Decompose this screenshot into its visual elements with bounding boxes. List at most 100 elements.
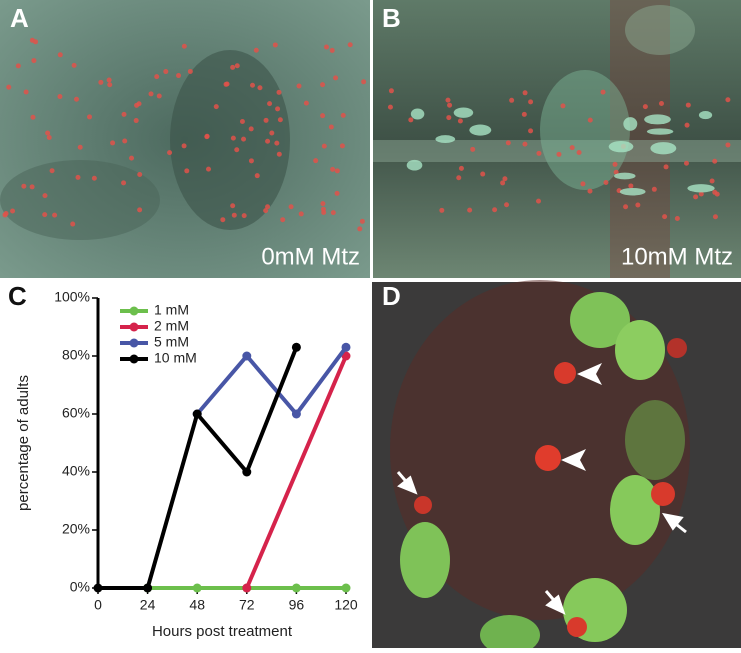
nucleus xyxy=(77,144,83,150)
nucleus xyxy=(248,126,254,132)
tissue xyxy=(540,70,630,190)
nucleus xyxy=(329,47,335,53)
nucleus xyxy=(254,173,260,179)
tissue xyxy=(170,50,290,230)
y-tick-label: 20% xyxy=(62,521,90,537)
nucleus xyxy=(265,138,271,144)
x-axis-title: Hours post treatment xyxy=(152,623,293,640)
nucleus xyxy=(3,210,9,216)
nucleus xyxy=(167,150,173,156)
legend-marker xyxy=(129,354,139,364)
x-tick-label: 120 xyxy=(334,597,358,613)
nucleus xyxy=(57,52,63,58)
nucleus xyxy=(248,158,254,164)
x-tick-label: 96 xyxy=(289,597,305,613)
point xyxy=(291,583,301,593)
nucleus xyxy=(361,79,367,85)
cell-cluster xyxy=(667,338,687,358)
legend-marker xyxy=(129,306,139,316)
nucleus xyxy=(133,118,139,124)
nucleus xyxy=(234,147,240,153)
nucleus xyxy=(121,111,127,117)
nucleus xyxy=(458,165,464,171)
cell xyxy=(619,187,646,196)
cell xyxy=(698,111,713,120)
nucleus xyxy=(712,158,718,164)
y-tick-label: 100% xyxy=(54,289,90,305)
nucleus xyxy=(580,181,586,187)
caption: 0mM Mtz xyxy=(261,243,360,270)
nucleus xyxy=(330,166,336,172)
nucleus xyxy=(528,128,534,134)
nucleus xyxy=(176,73,182,79)
nucleus xyxy=(57,94,63,100)
nucleus xyxy=(163,69,169,75)
nucleus xyxy=(275,106,281,112)
nucleus xyxy=(181,43,187,49)
nucleus xyxy=(184,168,190,174)
nucleus xyxy=(709,178,715,184)
legend-marker xyxy=(129,338,139,348)
nucleus xyxy=(674,215,680,221)
nucleus xyxy=(725,142,731,148)
series-line xyxy=(98,346,299,590)
nucleus xyxy=(241,136,247,142)
nucleus xyxy=(635,202,641,208)
y-tick-label: 80% xyxy=(62,347,90,363)
nucleus xyxy=(560,103,566,109)
nucleus xyxy=(148,91,154,97)
nucleus xyxy=(600,89,606,95)
nucleus xyxy=(230,203,236,209)
y-tick-label: 40% xyxy=(62,463,90,479)
cell xyxy=(625,400,685,480)
nucleus xyxy=(250,82,256,88)
nucleus xyxy=(480,171,486,177)
cell-cluster xyxy=(651,482,675,506)
nucleus xyxy=(181,143,187,149)
nucleus xyxy=(204,133,210,139)
nucleus xyxy=(280,217,286,223)
nucleus xyxy=(521,111,527,117)
nucleus xyxy=(21,183,27,189)
nucleus xyxy=(658,101,664,107)
nucleus xyxy=(504,202,510,208)
nucleus xyxy=(71,62,77,68)
series-line xyxy=(195,346,348,418)
nucleus xyxy=(230,135,236,141)
nucleus xyxy=(330,210,336,216)
nucleus xyxy=(323,44,329,50)
panel-label: B xyxy=(382,3,401,33)
nucleus xyxy=(75,174,81,180)
point xyxy=(341,342,351,352)
panel-label: D xyxy=(382,281,401,311)
nucleus xyxy=(42,193,48,199)
nucleus xyxy=(241,213,247,219)
nucleus xyxy=(340,112,346,118)
nucleus xyxy=(296,83,302,89)
nucleus xyxy=(502,176,508,182)
nucleus xyxy=(613,169,619,175)
cell xyxy=(469,124,492,136)
cell xyxy=(615,320,665,380)
nucleus xyxy=(505,140,511,146)
legend-label: 2 mM xyxy=(154,318,189,334)
nucleus xyxy=(388,88,394,94)
nucleus xyxy=(277,117,283,123)
nucleus xyxy=(42,212,48,218)
point xyxy=(242,351,252,361)
nucleus xyxy=(576,149,582,155)
tissue xyxy=(0,160,160,240)
nucleus xyxy=(445,97,451,103)
panel-label: A xyxy=(10,3,29,33)
nucleus xyxy=(30,114,36,120)
nucleus xyxy=(408,117,414,123)
cell xyxy=(410,108,425,120)
nucleus xyxy=(685,102,691,108)
point xyxy=(291,342,301,352)
cell xyxy=(650,142,677,155)
nucleus xyxy=(91,175,97,181)
point xyxy=(291,409,301,419)
nucleus xyxy=(265,204,271,210)
nucleus xyxy=(137,207,143,213)
nucleus xyxy=(298,211,304,217)
